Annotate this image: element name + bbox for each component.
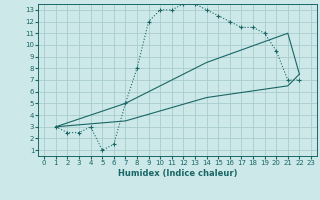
X-axis label: Humidex (Indice chaleur): Humidex (Indice chaleur) <box>118 169 237 178</box>
